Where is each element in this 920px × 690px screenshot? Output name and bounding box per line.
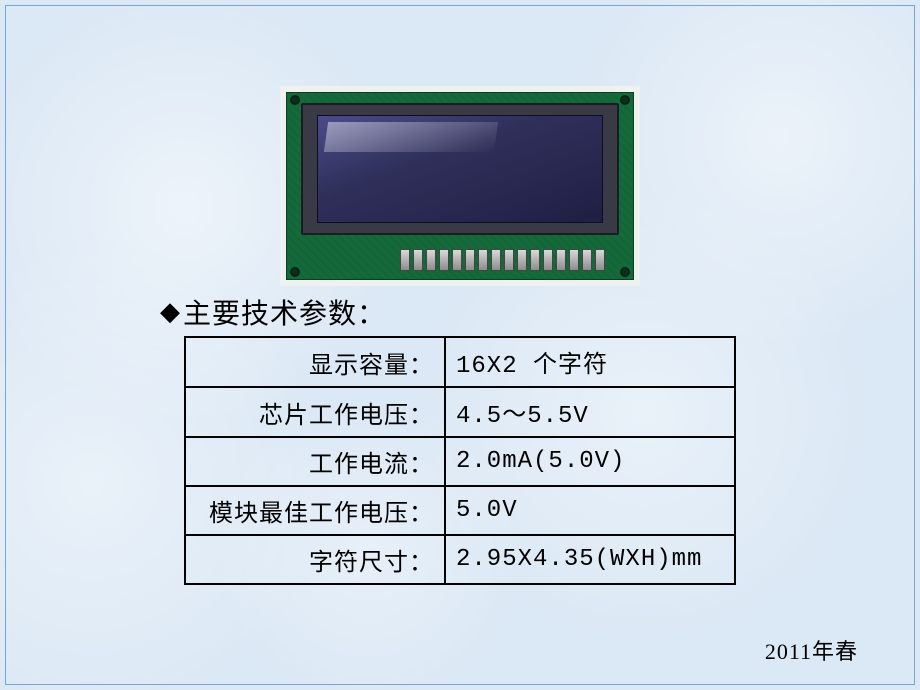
spec-label: 芯片工作电压： — [185, 387, 445, 437]
content-area: ◆ 主要技术参数： 显示容量：16X2 个字符芯片工作电压：4.5～5.5V工作… — [6, 86, 914, 585]
lcd-pin — [582, 249, 592, 271]
lcd-pin — [426, 249, 436, 271]
table-row: 显示容量：16X2 个字符 — [185, 337, 735, 387]
mount-hole-icon — [620, 267, 630, 277]
mount-hole-icon — [290, 95, 300, 105]
spec-label: 工作电流： — [185, 437, 445, 486]
footer-date: 2011年春 — [765, 634, 858, 666]
lcd-pin — [556, 249, 566, 271]
lcd-pin — [439, 249, 449, 271]
lcd-module-photo — [280, 86, 640, 286]
spec-label: 字符尺寸： — [185, 535, 445, 584]
table-row: 工作电流：2.0mA(5.0V) — [185, 437, 735, 486]
spec-value: 2.0mA(5.0V) — [445, 437, 735, 486]
lcd-pin — [517, 249, 527, 271]
heading-text: 主要技术参数： — [183, 292, 386, 332]
lcd-pin — [452, 249, 462, 271]
lcd-pin — [543, 249, 553, 271]
table-row: 芯片工作电压：4.5～5.5V — [185, 387, 735, 437]
lcd-pin — [504, 249, 514, 271]
lcd-frame — [301, 103, 619, 235]
spec-table-body: 显示容量：16X2 个字符芯片工作电压：4.5～5.5V工作电流：2.0mA(5… — [185, 337, 735, 584]
lcd-pin — [465, 249, 475, 271]
spec-label: 模块最佳工作电压： — [185, 486, 445, 535]
spec-value: 2.95X4.35(WXH)mm — [445, 535, 735, 584]
lcd-pcb — [286, 92, 634, 280]
lcd-pin — [413, 249, 423, 271]
spec-value: 4.5～5.5V — [445, 387, 735, 437]
spec-value: 16X2 个字符 — [445, 337, 735, 387]
lcd-pin — [569, 249, 579, 271]
table-row: 模块最佳工作电压：5.0V — [185, 486, 735, 535]
lcd-pin — [595, 249, 605, 271]
lcd-pin — [491, 249, 501, 271]
diamond-bullet-icon: ◆ — [160, 297, 181, 327]
lcd-pin-header — [400, 243, 605, 271]
lcd-glass — [317, 115, 603, 223]
mount-hole-icon — [620, 95, 630, 105]
spec-label: 显示容量： — [185, 337, 445, 387]
slide-border: ◆ 主要技术参数： 显示容量：16X2 个字符芯片工作电压：4.5～5.5V工作… — [5, 5, 915, 685]
section-heading: ◆ 主要技术参数： — [160, 292, 760, 332]
mount-hole-icon — [290, 267, 300, 277]
lcd-pin — [478, 249, 488, 271]
lcd-pin — [400, 249, 410, 271]
spec-value: 5.0V — [445, 486, 735, 535]
spec-table: 显示容量：16X2 个字符芯片工作电压：4.5～5.5V工作电流：2.0mA(5… — [184, 336, 736, 585]
table-row: 字符尺寸：2.95X4.35(WXH)mm — [185, 535, 735, 584]
lcd-pin — [530, 249, 540, 271]
